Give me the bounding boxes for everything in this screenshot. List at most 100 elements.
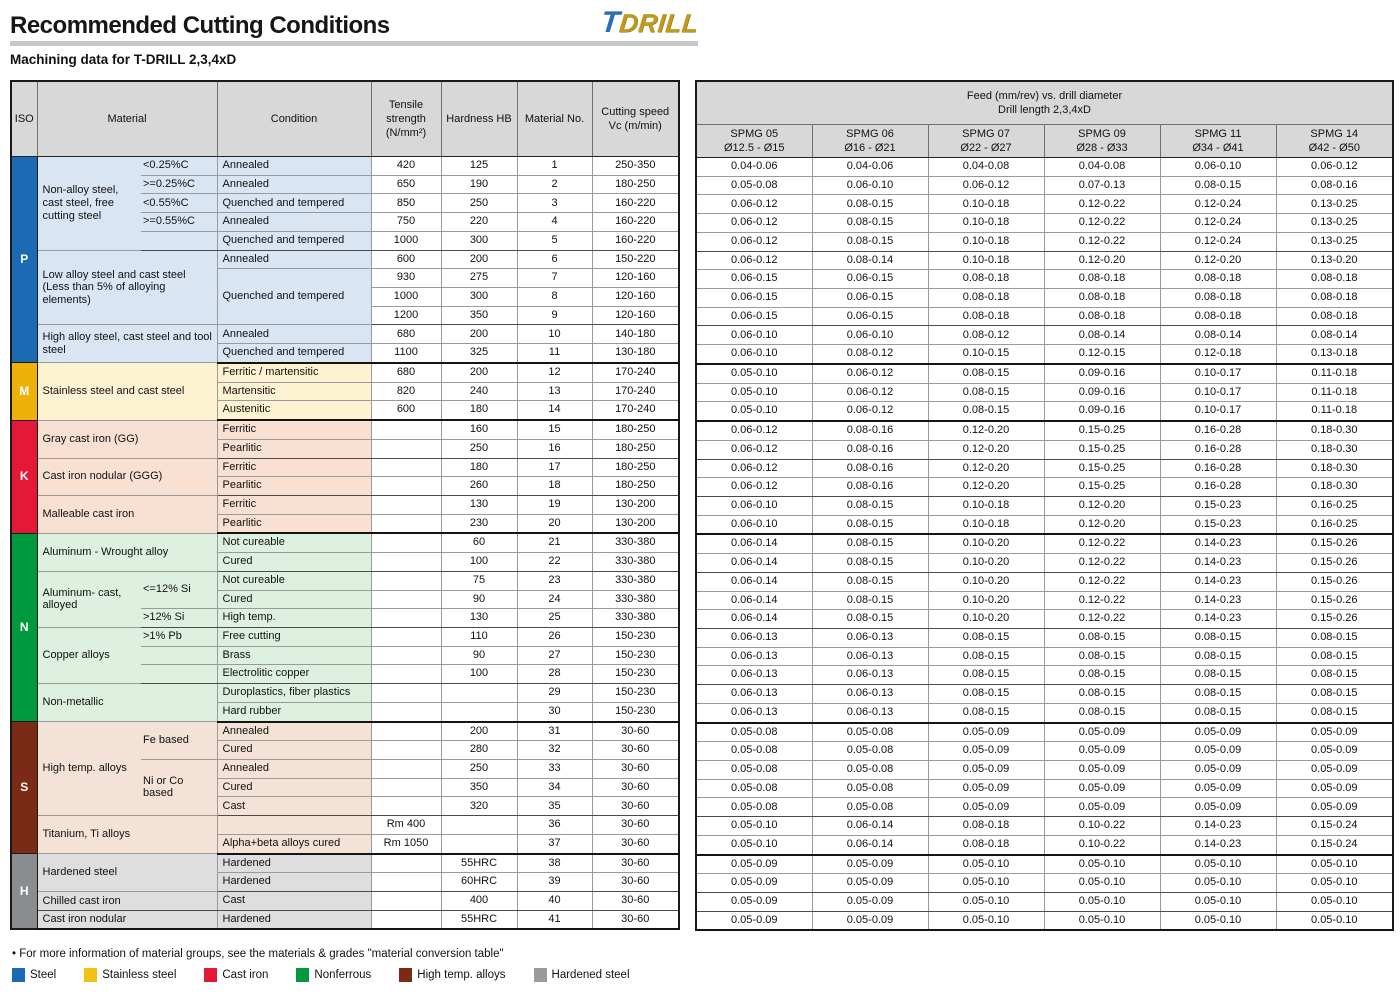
feed-cell: 0.05-0.09 — [1043, 760, 1161, 780]
feed-row: 0.05-0.10 0.06-0.12 0.08-0.15 0.09-0.16 0.10… — [695, 382, 1394, 403]
speed-cell: 250-350 — [591, 156, 680, 176]
feed-cell: 0.08-0.15 — [1275, 665, 1394, 686]
material-row: Cured 280 32 30-60 — [11, 740, 680, 760]
tensile-cell — [370, 891, 442, 911]
speed-cell: 180-250 — [591, 174, 680, 195]
feed-cell: 0.18-0.30 — [1275, 477, 1394, 497]
speed-cell: 120-160 — [591, 287, 680, 307]
speed-cell: 130-200 — [591, 494, 680, 515]
material-no-cell: 16 — [516, 438, 593, 459]
hardness-cell — [440, 833, 518, 855]
hardness-cell — [440, 815, 518, 835]
header-hardness: Hardness HB — [440, 80, 518, 157]
feed-cell: 0.05-0.09 — [1275, 760, 1394, 780]
legend-item-steel: Steel — [12, 968, 56, 983]
feed-cell: 0.08-0.18 — [1159, 269, 1277, 290]
feed-row: 0.06-0.12 0.08-0.14 0.10-0.18 0.12-0.20 0.12… — [695, 250, 1394, 271]
feed-cell: 0.12-0.20 — [927, 477, 1045, 497]
feed-cell: 0.06-0.12 — [695, 420, 813, 441]
material-row: K Gray cast iron (GG) Ferritic 160 15 180-250 — [10, 419, 680, 534]
material-cell: Non-metallic — [36, 683, 218, 723]
feed-cell: 0.12-0.22 — [1043, 533, 1161, 555]
feed-cell: 0.06-0.13 — [695, 702, 813, 724]
tables-container: ISO Material Condition Tensile strength … — [10, 80, 1395, 932]
feed-row: 0.06-0.13 0.06-0.13 0.08-0.15 0.08-0.15 0.08… — [695, 684, 1394, 704]
speed-cell: 30-60 — [591, 815, 680, 835]
feed-cell: 0.10-0.20 — [927, 571, 1045, 592]
feed-cell: 0.08-0.15 — [1043, 684, 1161, 704]
tensile-cell: 650 — [370, 174, 442, 195]
feed-cell: 0.08-0.15 — [811, 571, 929, 592]
material-no-cell: 33 — [516, 759, 593, 779]
material-cell: Cast iron nodular — [36, 909, 218, 931]
condition-cell: Cured — [216, 740, 372, 760]
feed-group-header: Feed (mm/rev) vs. drill diameter Drill l… — [695, 80, 1394, 125]
material-no-cell: 41 — [516, 909, 593, 931]
material-no-cell: 4 — [516, 212, 593, 232]
material-no-cell: 35 — [516, 796, 593, 817]
condition-cell: Quenched and tempered — [216, 193, 372, 214]
title-divider — [10, 41, 698, 46]
feed-cell: 0.18-0.30 — [1275, 439, 1394, 460]
hardness-cell: 325 — [440, 343, 518, 364]
feed-row: 0.05-0.08 0.05-0.08 0.05-0.09 0.05-0.09 0.05… — [695, 760, 1394, 780]
feed-cell: 0.15-0.26 — [1275, 609, 1394, 629]
material-cell: Chilled cast iron — [36, 891, 218, 911]
iso-badge: S — [10, 721, 38, 855]
tensile-cell — [370, 664, 442, 685]
feed-cell: 0.11-0.18 — [1275, 401, 1394, 423]
hardness-cell: 55HRC — [440, 909, 518, 931]
feed-row: 0.05-0.10 0.06-0.14 0.08-0.18 0.10-0.22 0.14… — [695, 834, 1394, 856]
material-row: Austenitic 600 180 14 170-240 — [11, 400, 680, 422]
feed-cell: 0.05-0.09 — [1043, 778, 1161, 799]
material-row: Cured 350 34 30-60 — [11, 777, 680, 798]
feed-cell: 0.05-0.10 — [1159, 892, 1277, 912]
material-no-cell: 6 — [516, 249, 593, 270]
feed-row: 0.05-0.08 0.05-0.08 0.05-0.09 0.05-0.09 0.05… — [695, 722, 1394, 743]
feed-cell: 0.15-0.25 — [1043, 420, 1161, 441]
feed-cell: 0.05-0.09 — [927, 722, 1045, 743]
feed-cell: 0.05-0.09 — [1275, 797, 1394, 818]
iso-badge: M — [10, 362, 38, 421]
feed-cell: 0.12-0.22 — [1043, 194, 1161, 215]
feed-cell: 0.05-0.08 — [695, 175, 813, 196]
hardness-cell: 200 — [440, 324, 518, 345]
feed-cell: 0.08-0.15 — [1275, 684, 1394, 704]
feed-cell: 0.08-0.14 — [1159, 325, 1277, 346]
material-row: >=0.55%C Annealed 750 220 4 160-220 — [11, 212, 680, 232]
feed-cell: 0.06-0.14 — [695, 533, 813, 555]
speed-cell: 30-60 — [591, 740, 680, 760]
hardness-cell: 110 — [440, 626, 518, 647]
footnote: • For more information of material group… — [12, 948, 504, 961]
condition-cell: Not cureable — [216, 532, 372, 554]
feed-cell: 0.12-0.22 — [1043, 553, 1161, 573]
feed-cell: 0.10-0.20 — [927, 609, 1045, 629]
feed-cell: 0.10-0.22 — [1043, 834, 1161, 856]
condition-cell: Annealed — [216, 212, 372, 232]
feed-cell: 0.06-0.13 — [695, 684, 813, 704]
feed-cell: 0.08-0.15 — [1043, 627, 1161, 648]
speed-cell: 180-250 — [591, 438, 680, 459]
qualifier-cell: Fe based — [141, 721, 218, 760]
material-no-cell: 13 — [516, 381, 593, 402]
material-row: N Aluminum - Wrought alloy Not cureable 60 2… — [10, 532, 680, 723]
feed-cell: 0.05-0.09 — [1159, 760, 1277, 780]
feed-cell: 0.16-0.28 — [1159, 477, 1277, 497]
material-no-cell: 9 — [516, 305, 593, 326]
condition-cell: Ferritic — [216, 494, 372, 515]
material-row: Titanium, Ti alloys Rm 400 36 30-60 — [11, 815, 680, 855]
feed-cell: 0.08-0.15 — [1159, 665, 1277, 686]
feed-cell: 0.11-0.18 — [1275, 382, 1394, 403]
material-no-cell: 27 — [516, 645, 593, 666]
feed-cell: 0.08-0.16 — [811, 458, 929, 479]
feed-cell: 0.12-0.24 — [1159, 213, 1277, 233]
condition-cell: Cast — [216, 891, 372, 911]
feed-cell: 0.08-0.18 — [927, 288, 1045, 308]
feed-cell: 0.05-0.08 — [695, 741, 813, 761]
iso-badge: K — [10, 419, 38, 534]
feed-cell: 0.04-0.08 — [927, 157, 1045, 177]
material-no-cell: 22 — [516, 552, 593, 572]
qualifier-cell: >1% Pb — [141, 626, 218, 647]
material-no-cell: 36 — [516, 815, 593, 835]
